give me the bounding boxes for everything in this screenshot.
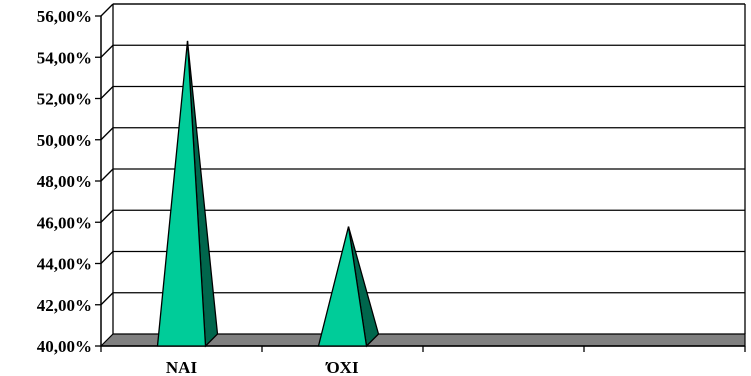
gridline-side bbox=[100, 292, 114, 306]
y-tick-label: 52,00% bbox=[37, 90, 92, 109]
y-tick-label: 42,00% bbox=[37, 296, 92, 315]
gridline-side bbox=[100, 86, 114, 99]
y-tick-label: 46,00% bbox=[37, 213, 92, 232]
x-axis-categories: NAI ΌΧΙ bbox=[100, 346, 746, 376]
pyramid-front-face bbox=[156, 40, 207, 347]
gridline-side bbox=[100, 209, 114, 223]
y-tick-label: 48,00% bbox=[37, 172, 92, 191]
pyramid-bar bbox=[317, 226, 380, 348]
pyramid-front-face bbox=[317, 226, 368, 347]
gridline-side bbox=[100, 3, 114, 17]
data-marks bbox=[156, 40, 380, 348]
x-category-label: ΌΧΙ bbox=[324, 358, 359, 376]
y-tick-label: 54,00% bbox=[37, 48, 92, 67]
pyramid-bar bbox=[156, 40, 219, 348]
gridline-side bbox=[100, 127, 114, 141]
gridline-side bbox=[100, 168, 114, 182]
y-tick-label: 40,00% bbox=[37, 337, 92, 356]
x-category-label: NAI bbox=[166, 358, 198, 376]
gridline-side bbox=[100, 251, 114, 264]
y-tick-label: 50,00% bbox=[37, 131, 92, 150]
y-tick-label: 56,00% bbox=[37, 7, 92, 26]
gridline-side bbox=[100, 44, 114, 58]
y-axis-ticks: 40,00% 42,00% 44,00% 46,00% 48,00% 50,00% 52,0… bbox=[37, 7, 101, 356]
y-tick-label: 44,00% bbox=[37, 255, 92, 274]
